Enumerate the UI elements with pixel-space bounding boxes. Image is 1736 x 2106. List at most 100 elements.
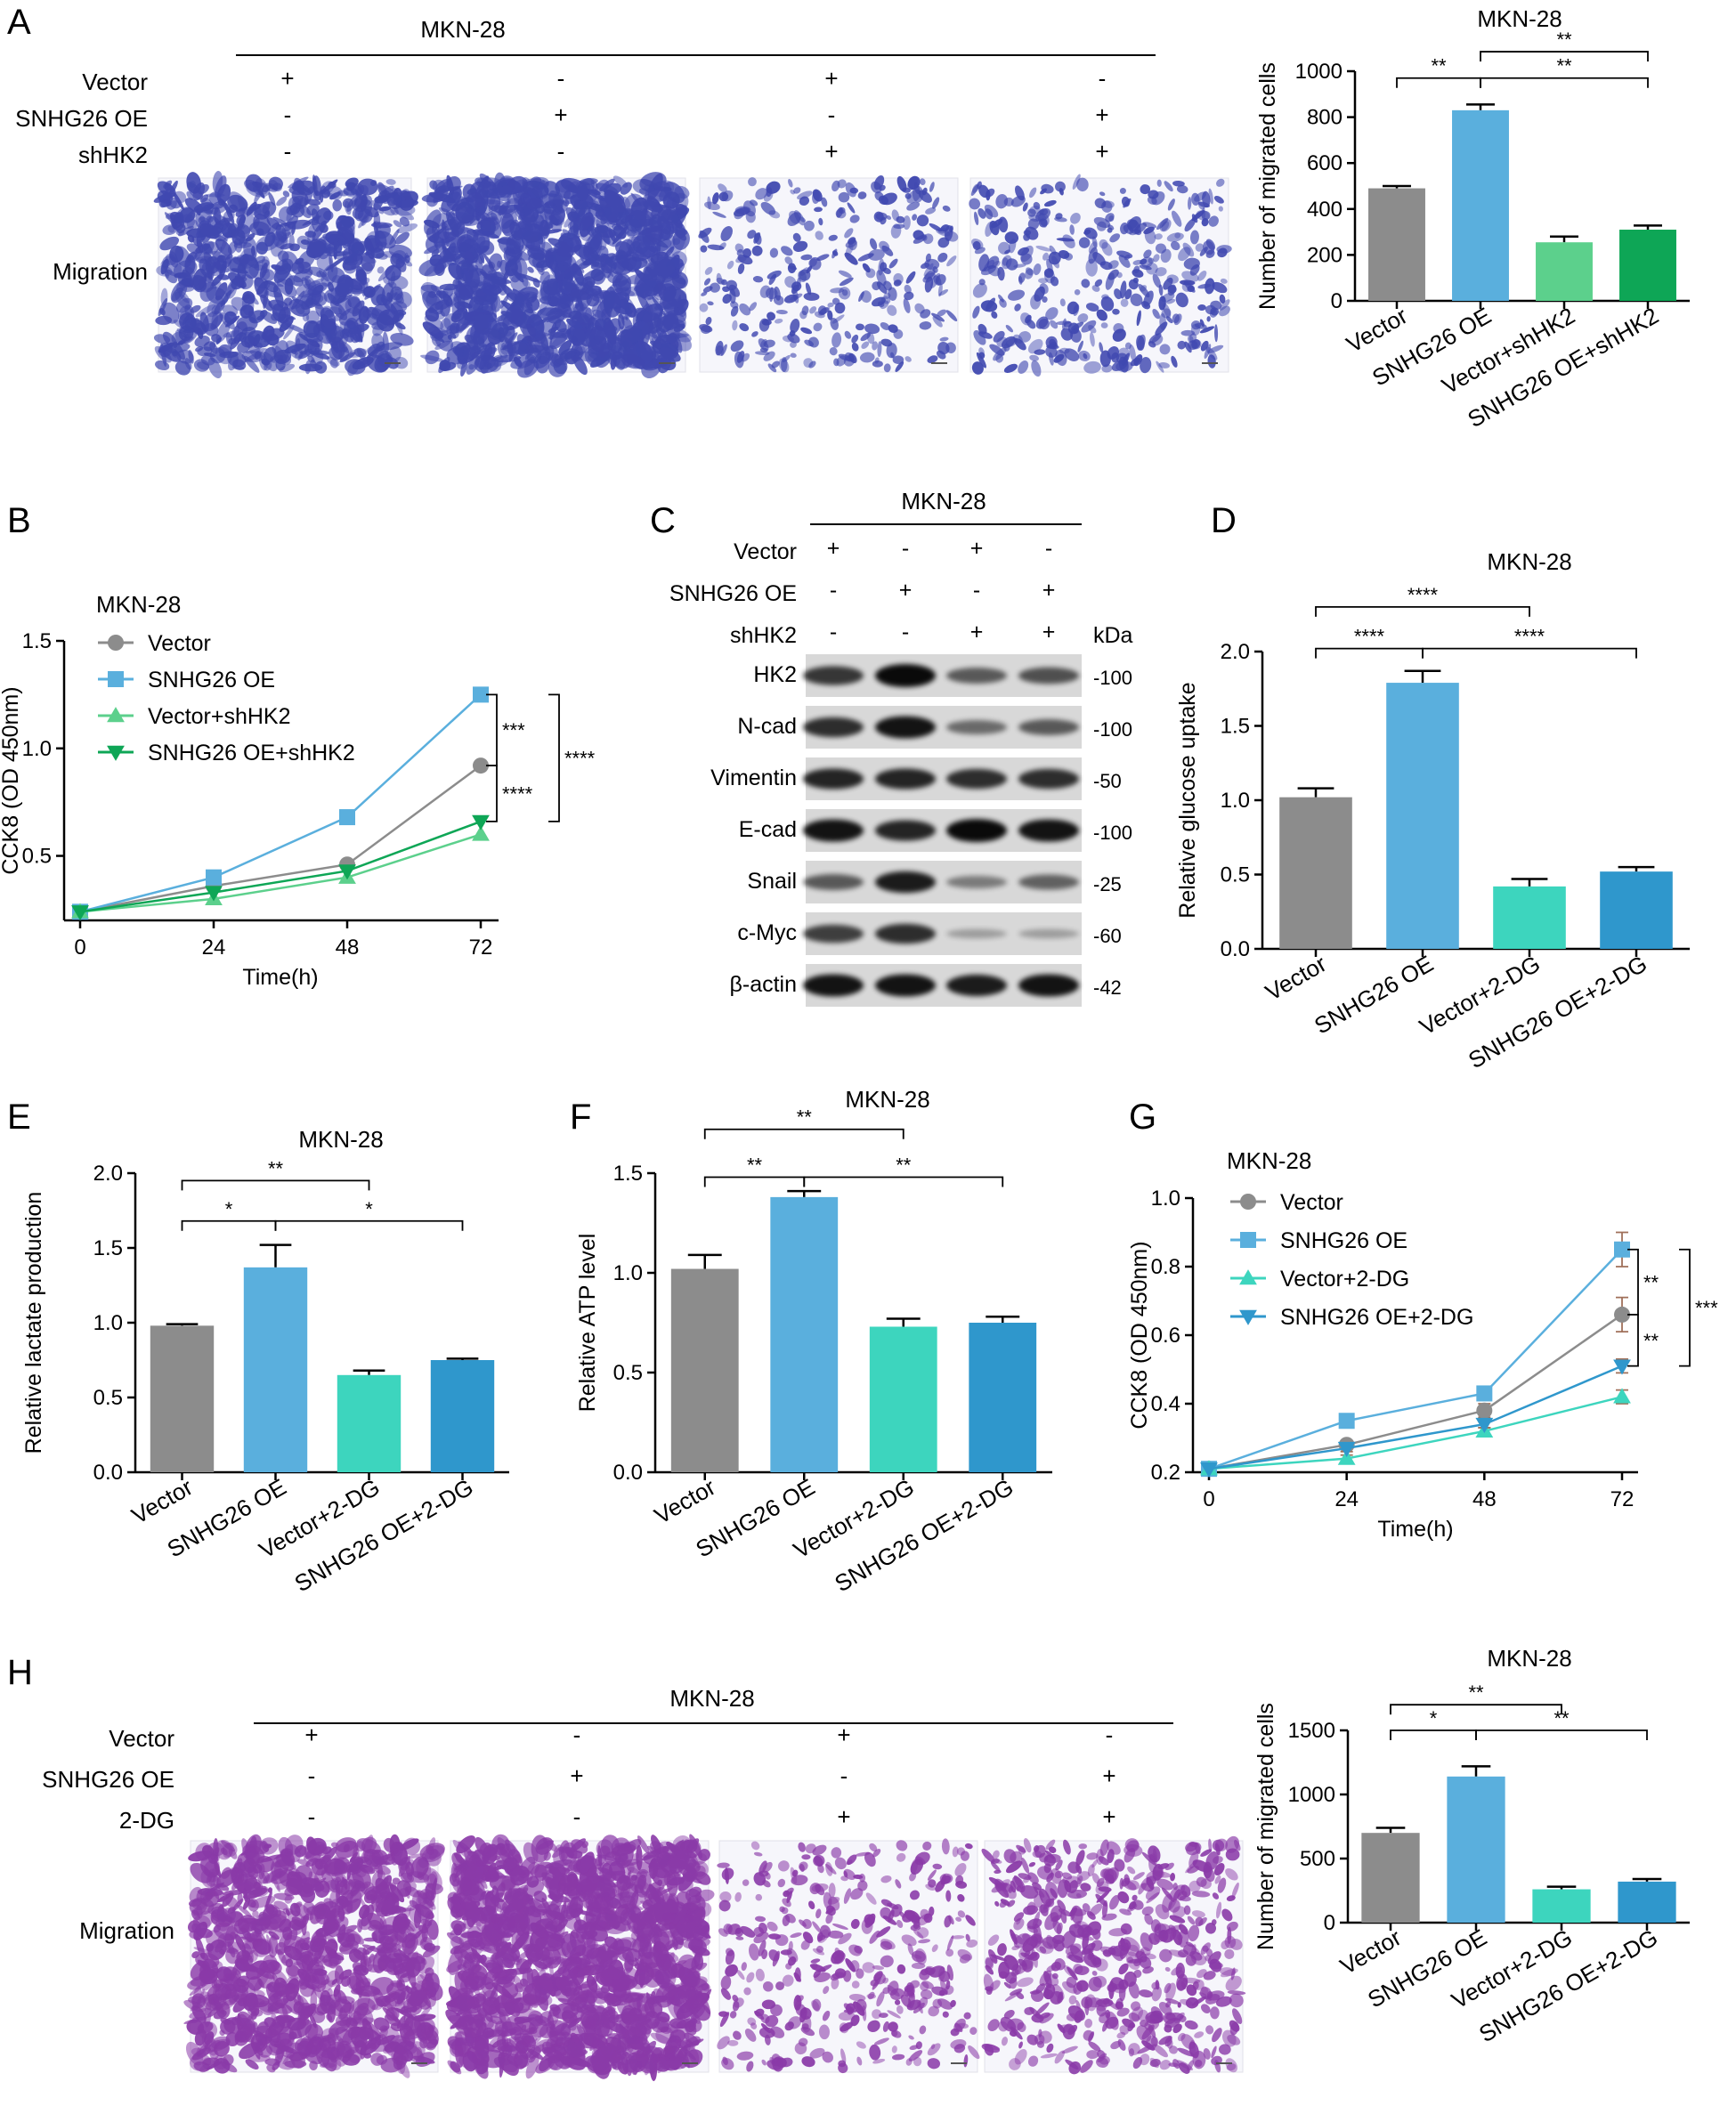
stained-cell — [164, 269, 177, 284]
blot-kda-marker: -25 — [1093, 873, 1122, 895]
stained-cell — [169, 200, 182, 209]
stained-cell — [306, 310, 320, 324]
stained-cell — [264, 360, 272, 371]
stained-cell — [255, 178, 268, 195]
stained-cell — [323, 210, 334, 221]
stained-cell — [174, 360, 191, 376]
blot-band — [803, 819, 864, 842]
sign: + — [1102, 1803, 1115, 1830]
stained-cell — [353, 238, 365, 253]
blot-band — [803, 974, 864, 997]
stained-cell — [261, 255, 271, 274]
stained-cell — [319, 190, 324, 203]
stained-cell — [301, 277, 311, 289]
stained-cell — [291, 189, 309, 207]
stained-cell — [223, 201, 235, 225]
stained-cell — [526, 296, 540, 312]
blot-row: HK2 -100 — [753, 654, 1132, 697]
panel-letter-f: F — [570, 1098, 591, 1137]
sign: - — [284, 138, 292, 165]
stained-cell — [203, 252, 215, 269]
stained-cell — [345, 177, 359, 188]
stained-cell — [216, 183, 231, 204]
stained-cell — [326, 356, 340, 367]
stained-cell — [279, 363, 296, 373]
sign: + — [1095, 138, 1108, 165]
blot-band — [1018, 928, 1079, 939]
stained-cell — [308, 239, 325, 256]
blot-row: β-actin -42 — [729, 964, 1122, 1007]
blot-band — [946, 668, 1007, 684]
stained-cell — [207, 357, 223, 379]
stained-cell — [329, 300, 348, 320]
stained-cell — [320, 305, 334, 320]
sign: + — [827, 536, 840, 561]
blot-kda-marker: -42 — [1093, 976, 1122, 999]
blot-row: Snail -25 — [747, 861, 1122, 903]
blot-band — [946, 719, 1007, 735]
stained-cell — [352, 198, 367, 212]
stained-cell — [197, 184, 209, 195]
blot-row: c-Myc -60 — [737, 912, 1122, 955]
stained-cell — [202, 311, 223, 332]
stained-cell — [214, 300, 226, 315]
stained-cell — [220, 231, 230, 253]
stained-cell — [594, 206, 606, 217]
stained-cell — [327, 186, 343, 200]
sign: - — [1099, 65, 1107, 92]
stained-cell — [341, 215, 355, 228]
stained-cell — [343, 187, 355, 198]
sign: + — [1042, 578, 1056, 603]
stained-cell — [350, 328, 362, 344]
stained-cell — [261, 184, 272, 193]
panel-letter-h: H — [7, 1653, 33, 1692]
stained-cell — [801, 1854, 811, 1860]
stained-cell — [360, 252, 376, 271]
sign: - — [308, 1762, 316, 1789]
stained-cell — [326, 251, 351, 257]
sign: - — [840, 1762, 848, 1789]
stained-cell — [420, 354, 444, 362]
stained-cell — [475, 255, 483, 276]
stained-cell — [193, 359, 209, 372]
sign: + — [837, 1803, 850, 1830]
stained-cell — [263, 346, 277, 363]
stained-cell — [299, 183, 312, 193]
blot-row: Vimentin -50 — [710, 757, 1122, 800]
migration-image — [418, 172, 692, 378]
migration-image — [183, 1834, 445, 2078]
stained-cell — [188, 350, 194, 364]
stained-cell — [615, 288, 636, 296]
blot-kda-marker: -100 — [1093, 667, 1132, 689]
stained-cell — [215, 239, 232, 256]
blot-band — [875, 820, 936, 841]
migration-image — [969, 174, 1232, 377]
stained-cell — [345, 359, 366, 375]
stained-cell — [608, 229, 616, 243]
blot-band — [1018, 874, 1079, 890]
blot-protein-label: Vimentin — [710, 765, 797, 790]
stained-cell — [539, 279, 550, 302]
panel-letter-b: B — [7, 501, 31, 540]
sign: - — [573, 1721, 581, 1748]
stained-cell — [166, 343, 191, 353]
panel-letter-a: A — [7, 3, 31, 42]
stained-cell — [339, 352, 356, 363]
stained-cell — [214, 207, 222, 225]
stained-cell — [184, 255, 196, 275]
stained-cell — [213, 258, 222, 272]
stained-cell — [306, 204, 320, 216]
sign: - — [902, 536, 909, 561]
stained-cell — [242, 332, 257, 346]
stained-cell — [434, 263, 445, 276]
stained-cell — [399, 216, 410, 227]
stained-cell — [177, 336, 194, 344]
blot-protein-label: β-actin — [729, 972, 797, 997]
panel-h-header: MKN-28 — [669, 1685, 754, 1712]
stained-cell — [498, 206, 504, 216]
migration-image — [445, 1834, 715, 2082]
stained-cell — [199, 223, 220, 239]
blot-protein-label: Snail — [747, 869, 797, 894]
stained-cell — [248, 310, 265, 324]
